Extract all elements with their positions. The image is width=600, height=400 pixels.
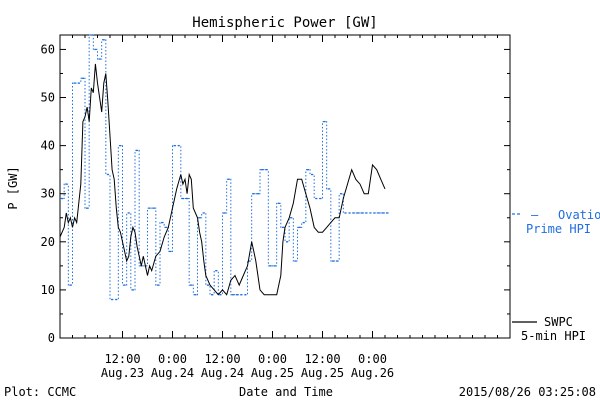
y-tick-label: 30 xyxy=(41,187,55,201)
x-tick-label-time: 0:00 xyxy=(358,352,387,366)
x-tick-label-date: Aug.24 xyxy=(201,366,244,380)
legend-ovation-label-line1: Ovation xyxy=(558,208,600,222)
plot-frame xyxy=(59,34,511,339)
series-ovation-prime-dotted xyxy=(60,34,390,301)
x-axis-label: Date and Time xyxy=(239,385,333,399)
x-tick-label-time: 0:00 xyxy=(158,352,187,366)
legend: Ovation Prime HPI — SWPC 5-min HPI xyxy=(512,208,600,343)
y-tick-label: 20 xyxy=(41,235,55,249)
legend-swpc-label-line2: 5-min HPI xyxy=(521,329,586,343)
footer-plot-credit: Plot: CCMC xyxy=(4,385,76,399)
x-tick-label-date: Aug.25 xyxy=(301,366,344,380)
x-tick-label-time: 12:00 xyxy=(304,352,340,366)
legend-ovation-label-line2: Prime HPI xyxy=(526,222,591,236)
y-tick-label: 50 xyxy=(41,91,55,105)
x-tick-label-time: 12:00 xyxy=(204,352,240,366)
series-swpc-hpi xyxy=(59,63,386,296)
x-tick-label-date: Aug.23 xyxy=(101,366,144,380)
y-tick-label: 40 xyxy=(41,139,55,153)
x-tick-label-date: Aug.26 xyxy=(351,366,394,380)
y-tick-label: 0 xyxy=(48,331,55,345)
x-tick-label-date: Aug.25 xyxy=(251,366,294,380)
y-tick-label: 10 xyxy=(41,283,55,297)
y-axis-label: P [GW] xyxy=(6,166,20,209)
chart-title: Hemispheric Power [GW] xyxy=(192,15,377,31)
legend-ovation-dash-glyph: — xyxy=(531,208,539,222)
footer-timestamp: 2015/08/26 03:25:08 xyxy=(459,385,596,399)
plot-area: 010203040506012:00Aug.230:00Aug.2412:00A… xyxy=(41,34,511,380)
y-tick-label: 60 xyxy=(41,42,55,56)
legend-swpc-label-line1: SWPC xyxy=(544,315,573,329)
x-tick-label-time: 12:00 xyxy=(104,352,140,366)
x-tick-label-date: Aug.24 xyxy=(151,366,194,380)
x-tick-label-time: 0:00 xyxy=(258,352,287,366)
